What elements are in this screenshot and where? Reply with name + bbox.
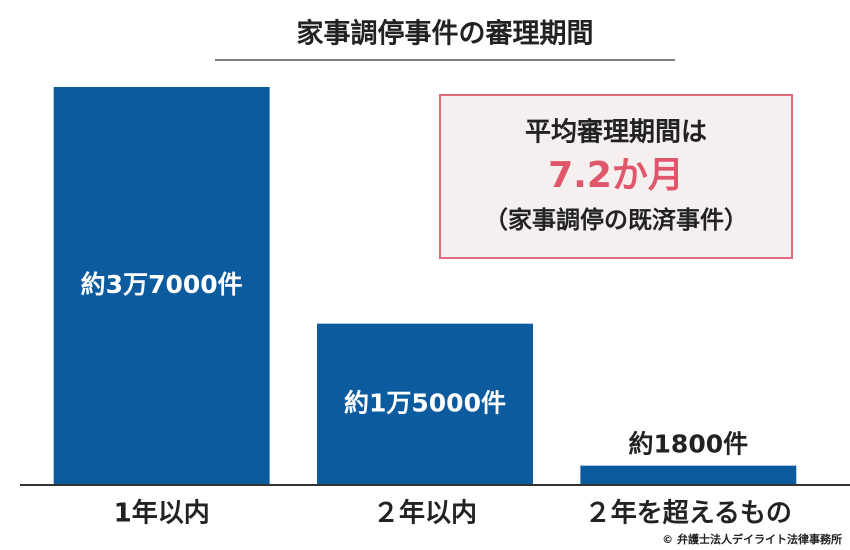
x-tick-label: 1年以内 xyxy=(114,498,210,529)
x-tick-label: ２年を超えるもの xyxy=(585,498,792,529)
value-label: 約1800件 xyxy=(629,430,749,459)
credit: © 弁護士法人デイライト法律事務所 xyxy=(662,532,842,546)
bar xyxy=(53,87,270,485)
annotation-text: 平均審理期間は xyxy=(525,118,707,148)
value-label: 約1万5000件 xyxy=(344,388,506,417)
x-tick-label: ２年以内 xyxy=(373,498,477,529)
annotation-highlight: 7.2か月 xyxy=(548,155,684,196)
bar xyxy=(317,323,533,485)
value-label: 約3万7000件 xyxy=(81,270,243,299)
annotation-text: （家事調停の既済事件） xyxy=(484,206,748,234)
chart-title: 家事調停事件の審理期間 xyxy=(297,18,594,50)
bar xyxy=(580,465,797,485)
annotation-box xyxy=(439,94,793,259)
